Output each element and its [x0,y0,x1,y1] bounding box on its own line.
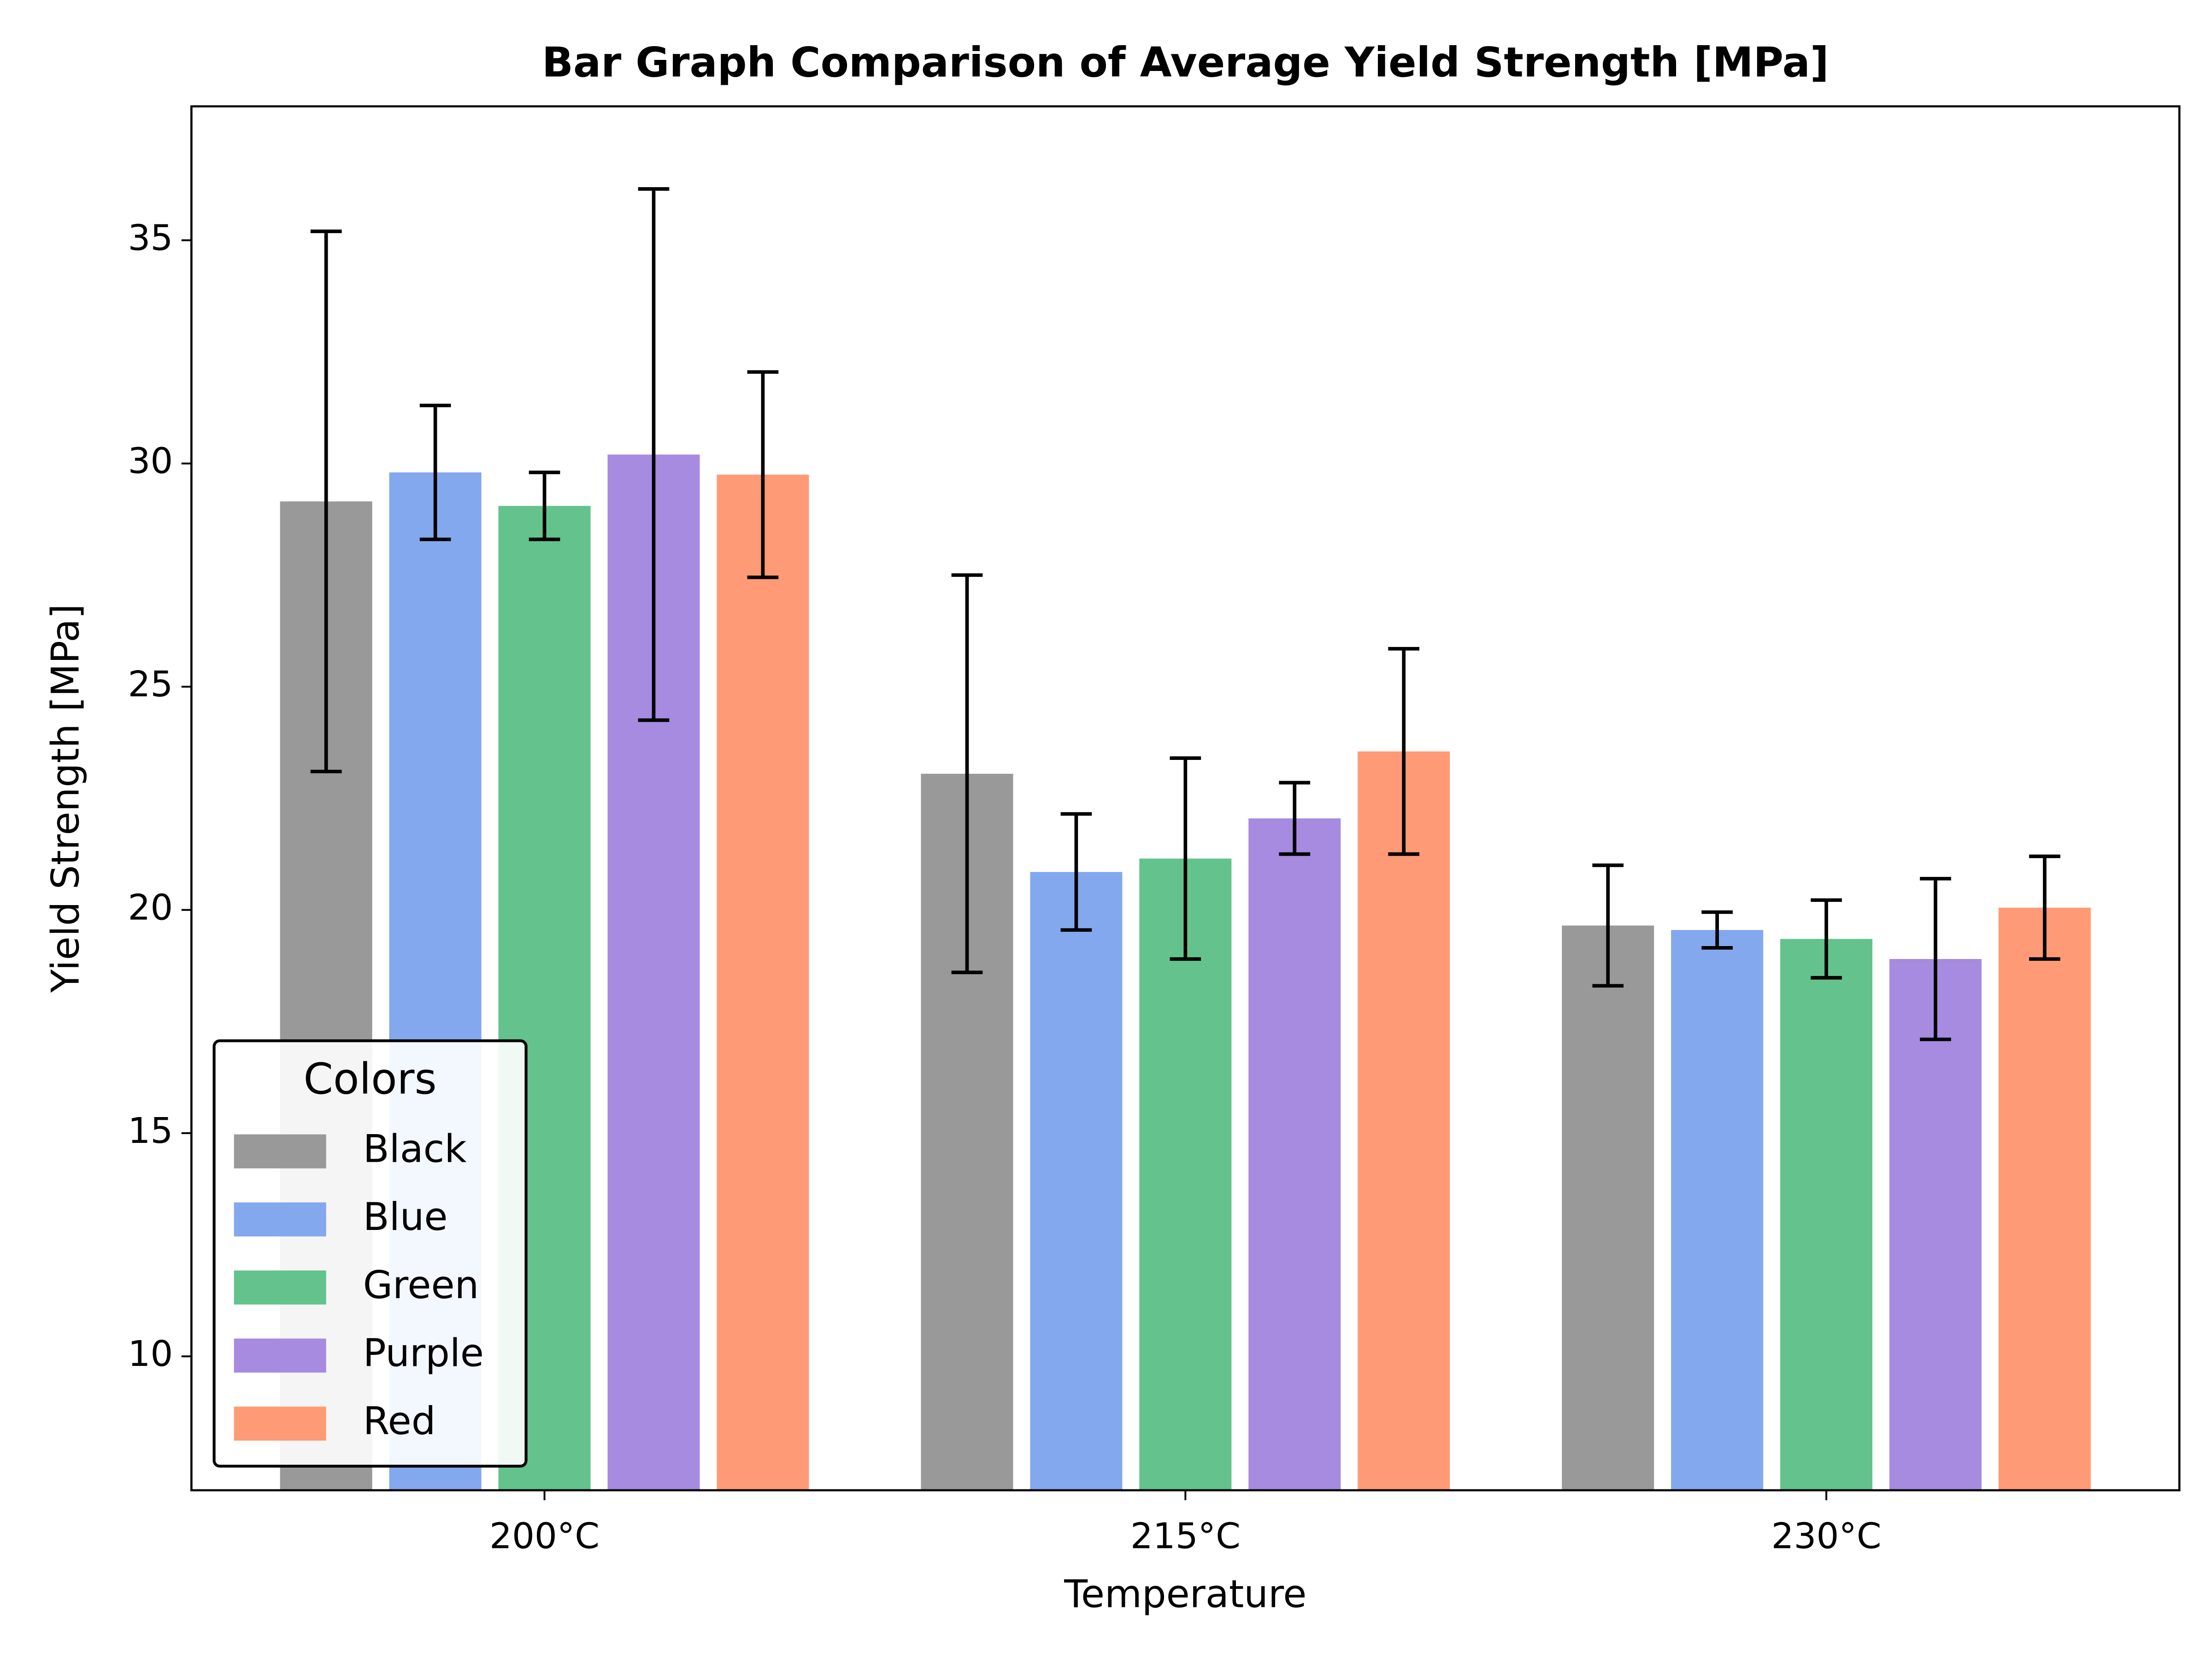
error-bar [1388,647,1419,856]
bar [1030,872,1123,1490]
error-bar [1170,756,1201,961]
bar [1998,907,2091,1490]
bar [1562,925,1654,1490]
y-tick-label: 35 [128,218,173,259]
x-tick-label: 215°C [1130,1516,1241,1557]
bar [717,474,809,1490]
legend-swatch [234,1202,326,1237]
legend-swatch [234,1338,326,1373]
bar [1139,859,1232,1490]
bar [1248,818,1341,1490]
x-axis-label: Temperature [1064,1572,1306,1617]
error-bar [1811,898,1842,980]
legend-label: Purple [363,1330,484,1375]
y-tick-label: 15 [128,1111,173,1152]
error-bar [1060,812,1092,932]
error-bar [747,370,779,579]
error-bar [310,229,342,774]
bar [1671,930,1764,1490]
error-bar [2029,854,2060,961]
legend-swatch [234,1270,326,1305]
legend-label: Blue [363,1194,448,1239]
y-tick-label: 10 [128,1334,173,1375]
x-tick-label: 200°C [489,1516,600,1557]
error-bar [419,403,451,541]
y-tick-label: 20 [128,887,173,928]
y-tick-label: 25 [128,664,173,705]
legend-title: Colors [304,1054,437,1104]
error-bar [951,573,983,974]
error-bar [1592,863,1624,988]
error-bar [1701,910,1733,950]
y-tick-label: 30 [128,441,173,482]
bar [1780,939,1873,1490]
legend-label: Red [363,1399,436,1443]
y-axis-label: Yield Strength [MPa] [43,604,88,994]
legend-label: Green [363,1263,479,1307]
error-bar [638,187,670,722]
x-tick-label: 230°C [1771,1516,1882,1557]
chart-title: Bar Graph Comparison of Average Yield St… [542,39,1829,87]
legend-swatch [234,1406,326,1441]
bar [1358,751,1450,1490]
error-bar [1920,877,1951,1041]
error-bar [529,471,560,541]
legend-label: Black [363,1126,467,1171]
bar [1889,959,1982,1490]
legend-swatch [234,1134,326,1169]
error-bar [1279,781,1311,856]
